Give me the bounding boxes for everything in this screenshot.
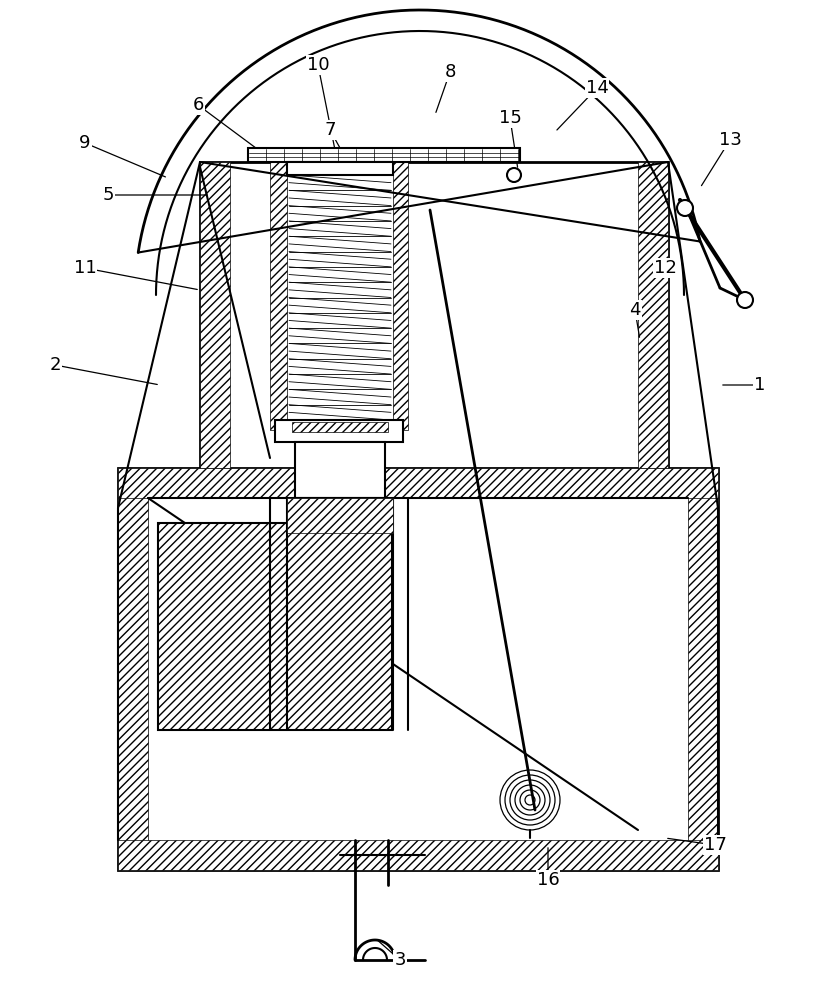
Text: 4: 4 [630,301,640,319]
Bar [287,162,393,175]
Text: 16: 16 [537,871,559,889]
Circle shape [737,292,753,308]
Text: 10: 10 [307,56,329,74]
Text: 3: 3 [395,951,405,969]
Bar [118,468,148,870]
Text: 12: 12 [654,259,676,277]
Bar [292,422,388,432]
Text: 13: 13 [719,131,742,149]
Text: 1: 1 [754,376,766,394]
Text: 7: 7 [324,121,336,139]
Text: 8: 8 [444,63,456,81]
Bar [275,420,403,442]
Circle shape [507,168,521,182]
Bar [200,162,668,468]
Text: 6: 6 [192,96,204,114]
Text: 17: 17 [704,836,726,854]
Bar [118,468,718,870]
Bar [393,162,408,430]
Bar [118,840,718,870]
Bar [270,162,287,430]
Circle shape [677,200,693,216]
Text: 9: 9 [79,134,91,152]
Bar [248,148,520,162]
Text: 11: 11 [74,259,96,277]
Text: 5: 5 [102,186,114,204]
Text: 15: 15 [498,109,522,127]
Bar [118,468,718,498]
Bar [688,468,718,870]
Text: 14: 14 [585,79,609,97]
Bar [158,523,392,730]
Text: 2: 2 [49,356,61,374]
Bar [287,498,393,533]
Bar [200,162,230,468]
Bar [638,162,668,468]
Bar [295,442,385,498]
